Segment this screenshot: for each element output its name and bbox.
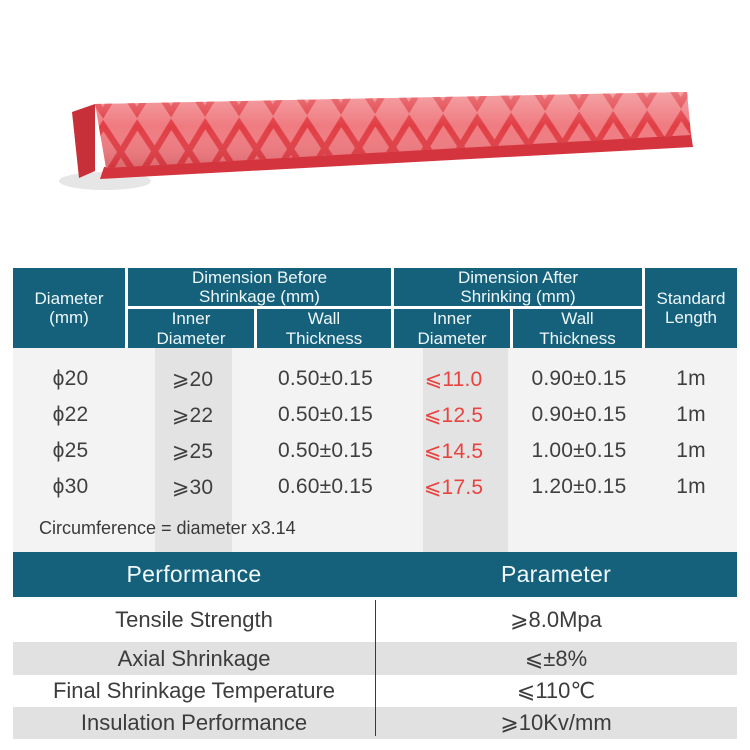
column-stripe-inner-after	[423, 348, 508, 552]
cell-length: 1m	[676, 439, 706, 462]
header-cell-parameter: Parameter	[500, 561, 612, 587]
header-cell-inner-diameter-before: Inner Diameter	[128, 309, 254, 348]
header-cell-wall-thickness-after: Wall Thickness	[513, 309, 642, 348]
header-label: Inner Diameter	[417, 309, 487, 348]
cell-wall-before: 0.50±0.15	[277, 403, 374, 426]
cell-length: 1m	[676, 367, 706, 390]
performance-table-header: Performance Parameter	[13, 552, 737, 597]
header-label: Inner Diameter	[156, 309, 226, 348]
tube-shading	[95, 92, 691, 168]
cell-performance: Tensile Strength	[115, 606, 273, 632]
spec-rows: ϕ20 ⩾20 0.50±0.15 ⩽11.0 0.90±0.15 1m ϕ22…	[13, 361, 737, 505]
cell-diameter: ϕ30	[52, 475, 89, 498]
tube-bottom-edge	[100, 134, 693, 179]
table-row: ϕ25 ⩾25 0.50±0.15 ⩽14.5 1.00±0.15 1m	[13, 433, 737, 469]
cell-performance: Insulation Performance	[80, 710, 308, 735]
cell-wall-after: 1.00±0.15	[531, 439, 627, 462]
table-row: ϕ22 ⩾22 0.50±0.15 ⩽12.5 0.90±0.15 1m	[13, 397, 737, 433]
cell-diameter: ϕ25	[52, 439, 89, 462]
cell-inner-before: ⩾20	[171, 367, 214, 391]
header-cell-standard-length: Standard Length	[645, 268, 737, 348]
cell-length: 1m	[676, 475, 706, 498]
cell-wall-before: 0.50±0.15	[277, 367, 374, 390]
header-label: Diameter (mm)	[34, 288, 104, 327]
header-label: Standard Length	[656, 288, 726, 327]
cell-parameter: ⩽110℃	[516, 678, 596, 703]
cell-parameter: ⩾8.0Mpa	[510, 606, 602, 632]
cell-wall-after: 0.90±0.15	[531, 403, 627, 426]
cell-parameter: ⩾10Kv/mm	[500, 710, 612, 735]
cell-inner-after: ⩽14.5	[423, 439, 484, 463]
cell-performance: Final Shrinkage Temperature	[52, 678, 336, 703]
header-label: Wall Thickness	[539, 309, 616, 348]
cell-diameter: ϕ20	[52, 367, 89, 390]
cell-inner-before: ⩾22	[171, 403, 214, 427]
header-label: Wall Thickness	[285, 309, 363, 348]
spec-table-body: ϕ20 ⩾20 0.50±0.15 ⩽11.0 0.90±0.15 1m ϕ22…	[13, 348, 737, 552]
header-label: Dimension Before Shrinkage (mm)	[191, 267, 328, 306]
cell-length: 1m	[676, 403, 706, 426]
header-cell-wall-thickness-before: Wall Thickness	[257, 309, 391, 348]
cell-inner-before: ⩾25	[171, 439, 214, 463]
cell-inner-before: ⩾30	[171, 475, 214, 499]
tube-end-cap	[72, 104, 95, 178]
performance-table-body: Tensile Strength ⩾8.0Mpa Axial Shrinkage…	[13, 597, 737, 739]
product-photo	[59, 92, 693, 190]
spec-table-header: Diameter (mm) Dimension Before Shrinkage…	[13, 268, 737, 348]
header-cell-after-group: Dimension After Shrinking (mm)	[394, 268, 642, 306]
cell-inner-after: ⩽11.0	[424, 367, 483, 391]
cell-diameter: ϕ22	[52, 403, 89, 426]
column-stripe-inner-before	[155, 348, 232, 552]
cell-performance: Axial Shrinkage	[117, 645, 271, 671]
circumference-note: Circumference = diameter x3.14	[39, 518, 296, 538]
header-cell-inner-diameter-after: Inner Diameter	[394, 309, 510, 348]
cell-inner-after: ⩽12.5	[423, 403, 484, 427]
cell-parameter: ⩽±8%	[524, 645, 588, 671]
cell-wall-before: 0.50±0.15	[277, 439, 374, 462]
header-cell-diameter: Diameter (mm)	[13, 268, 125, 348]
header-cell-before-group: Dimension Before Shrinkage (mm)	[128, 268, 391, 306]
table-row: ϕ20 ⩾20 0.50±0.15 ⩽11.0 0.90±0.15 1m	[13, 361, 737, 397]
cell-wall-after: 1.20±0.15	[531, 475, 627, 498]
header-label: Dimension After Shrinking (mm)	[458, 267, 578, 306]
cell-wall-after: 0.90±0.15	[531, 367, 627, 390]
table-row: ϕ30 ⩾30 0.60±0.15 ⩽17.5 1.20±0.15 1m	[13, 469, 737, 505]
header-cell-performance: Performance	[126, 561, 262, 587]
cell-inner-after: ⩽17.5	[423, 475, 484, 499]
cell-wall-before: 0.60±0.15	[277, 475, 374, 498]
column-divider-line	[375, 600, 376, 736]
